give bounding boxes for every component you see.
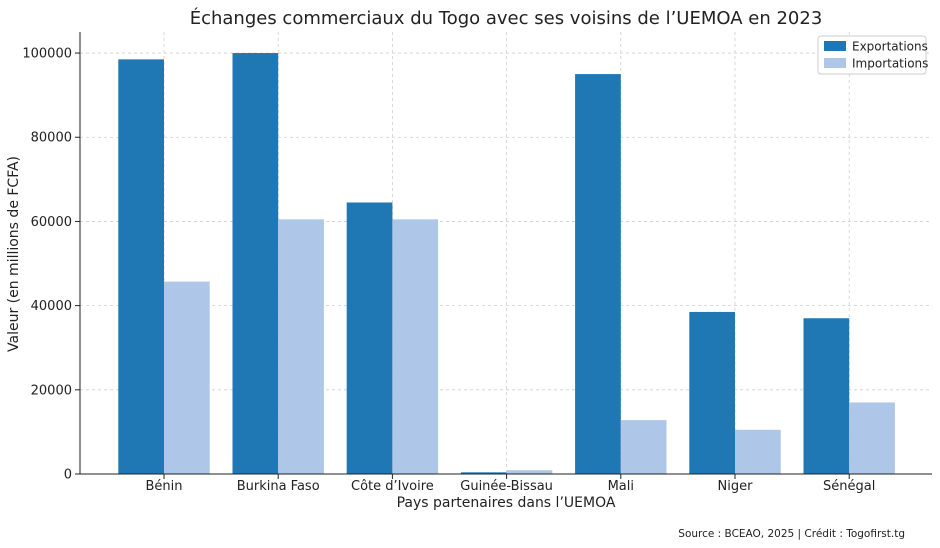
- bar-exportations-6: [803, 318, 850, 474]
- chart-title: Échanges commerciaux du Togo avec ses vo…: [190, 7, 823, 29]
- legend: Exportations Importations: [817, 35, 928, 75]
- legend-label-exportations: Exportations: [852, 40, 928, 54]
- bar-exportations-3: [460, 472, 507, 474]
- x-tick-label: Bénin: [145, 479, 182, 494]
- bar-importations-4: [620, 420, 667, 474]
- x-tick-label: Guinée-Bissau: [460, 479, 553, 494]
- y-tick-label: 0: [64, 468, 72, 483]
- bar-importations-6: [849, 402, 895, 474]
- x-tick-label: Sénégal: [823, 479, 875, 494]
- y-tick-label: 20000: [31, 383, 72, 398]
- x-tick-label: Côte d’Ivoire: [351, 479, 434, 494]
- source-credit: Source : BCEAO, 2025 | Crédit : Togofirs…: [678, 528, 905, 540]
- legend-swatch-importations: [824, 58, 846, 68]
- x-tick-label: Burkina Faso: [237, 479, 320, 494]
- bar-exportations-0: [118, 59, 164, 474]
- y-axis-label: Valeur (en millions de FCFA): [6, 156, 22, 352]
- bar-importations-5: [735, 429, 781, 474]
- legend-swatch-exportations: [824, 41, 846, 51]
- axes: [75, 32, 932, 479]
- bar-importations-1: [278, 219, 324, 474]
- bars: [118, 53, 895, 475]
- bar-exportations-4: [575, 74, 621, 474]
- y-tick-label: 80000: [31, 131, 72, 146]
- tick-labels: 0 20000 40000 60000 80000 100000 Bénin Burkina …: [22, 47, 875, 494]
- y-tick-label: 60000: [31, 215, 72, 230]
- bar-importations-2: [392, 219, 439, 474]
- y-tick-label: 100000: [22, 47, 72, 62]
- bar-importations-0: [164, 281, 210, 474]
- bar-exportations-2: [346, 202, 393, 474]
- x-tick-label: Niger: [718, 479, 754, 494]
- legend-label-importations: Importations: [852, 57, 928, 71]
- bar-exportations-5: [689, 311, 735, 474]
- x-axis-label: Pays partenaires dans l’UEMOA: [397, 495, 616, 511]
- y-tick-label: 40000: [31, 299, 72, 314]
- x-tick-label: Mali: [608, 479, 634, 494]
- bar-importations-3: [506, 470, 553, 474]
- bar-exportations-1: [232, 53, 279, 475]
